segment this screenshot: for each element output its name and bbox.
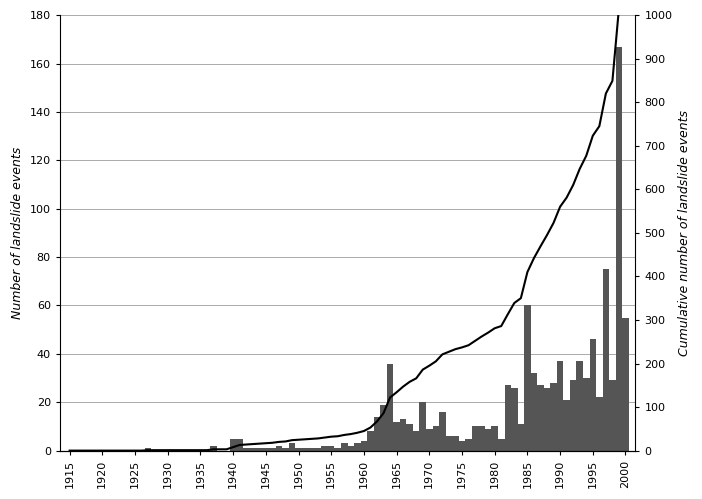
Bar bbox=[602, 269, 609, 451]
Bar bbox=[498, 439, 505, 451]
Bar bbox=[446, 436, 452, 451]
Bar bbox=[583, 378, 590, 451]
Bar bbox=[387, 363, 393, 451]
Bar bbox=[373, 417, 380, 451]
Bar bbox=[263, 448, 269, 451]
Bar bbox=[590, 339, 596, 451]
Bar bbox=[341, 443, 347, 451]
Bar bbox=[393, 422, 400, 451]
Bar bbox=[596, 397, 602, 451]
Bar bbox=[406, 424, 413, 451]
Bar bbox=[544, 388, 550, 451]
Bar bbox=[472, 427, 478, 451]
Bar bbox=[249, 448, 256, 451]
Y-axis label: Cumulative number of landslide events: Cumulative number of landslide events bbox=[678, 110, 691, 356]
Bar bbox=[237, 439, 243, 451]
Bar bbox=[439, 412, 446, 451]
Bar bbox=[570, 380, 576, 451]
Bar bbox=[296, 448, 302, 451]
Bar bbox=[524, 305, 531, 451]
Bar bbox=[550, 383, 557, 451]
Bar bbox=[531, 373, 537, 451]
Bar bbox=[308, 448, 315, 451]
Y-axis label: Number of landslide events: Number of landslide events bbox=[11, 147, 24, 319]
Bar bbox=[458, 441, 465, 451]
Bar bbox=[210, 446, 217, 451]
Bar bbox=[426, 429, 432, 451]
Bar bbox=[511, 388, 517, 451]
Bar bbox=[616, 46, 622, 451]
Bar bbox=[380, 405, 387, 451]
Bar bbox=[576, 361, 583, 451]
Bar bbox=[328, 446, 334, 451]
Bar bbox=[465, 439, 472, 451]
Bar bbox=[302, 448, 308, 451]
Bar bbox=[452, 436, 458, 451]
Bar bbox=[485, 429, 491, 451]
Bar bbox=[243, 448, 249, 451]
Bar bbox=[276, 446, 282, 451]
Bar bbox=[505, 385, 511, 451]
Bar bbox=[478, 427, 485, 451]
Bar bbox=[289, 443, 296, 451]
Bar bbox=[354, 443, 361, 451]
Bar bbox=[315, 448, 322, 451]
Bar bbox=[517, 424, 524, 451]
Bar bbox=[322, 446, 328, 451]
Bar bbox=[537, 385, 544, 451]
Bar bbox=[361, 441, 367, 451]
Bar bbox=[145, 448, 152, 451]
Bar bbox=[256, 448, 263, 451]
Bar bbox=[622, 317, 629, 451]
Bar bbox=[609, 380, 616, 451]
Bar bbox=[282, 448, 289, 451]
Bar bbox=[557, 361, 564, 451]
Bar bbox=[230, 439, 237, 451]
Bar bbox=[564, 400, 570, 451]
Bar bbox=[420, 402, 426, 451]
Bar bbox=[413, 431, 420, 451]
Bar bbox=[432, 427, 439, 451]
Bar bbox=[367, 431, 373, 451]
Bar bbox=[334, 448, 341, 451]
Bar bbox=[269, 448, 276, 451]
Bar bbox=[400, 419, 406, 451]
Bar bbox=[491, 427, 498, 451]
Bar bbox=[347, 446, 354, 451]
